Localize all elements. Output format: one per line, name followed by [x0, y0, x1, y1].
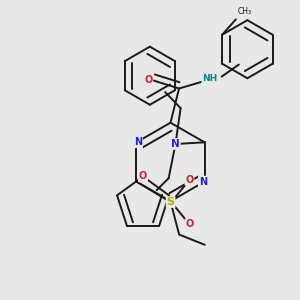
Text: N: N [171, 139, 180, 149]
Text: CH₃: CH₃ [238, 7, 252, 16]
Text: O: O [185, 219, 194, 229]
Text: N: N [134, 137, 142, 147]
Text: O: O [144, 75, 152, 85]
Text: N: N [199, 177, 207, 187]
Text: NH: NH [202, 74, 218, 83]
Text: O: O [139, 172, 147, 182]
Text: S: S [167, 197, 175, 207]
Text: O: O [185, 175, 194, 185]
